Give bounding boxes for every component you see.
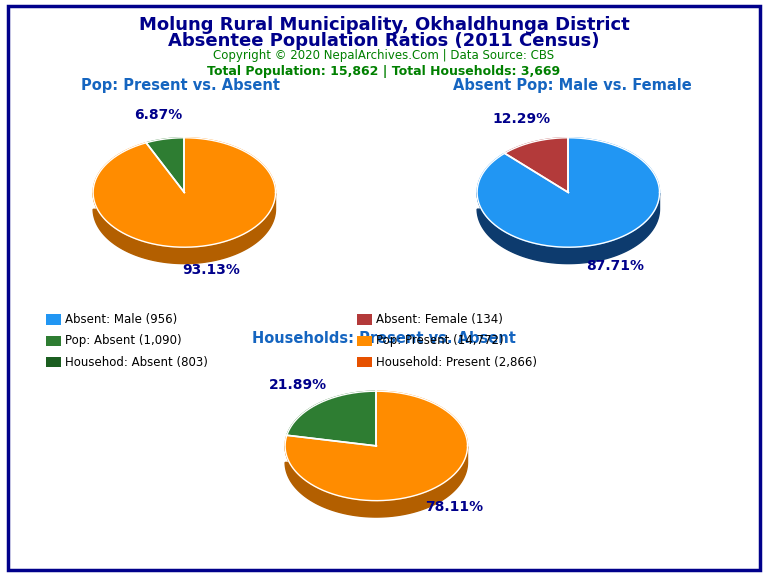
Text: 93.13%: 93.13% xyxy=(182,263,240,277)
Text: Pop: Present (14,772): Pop: Present (14,772) xyxy=(376,335,504,347)
Polygon shape xyxy=(146,138,184,192)
Polygon shape xyxy=(285,446,468,517)
Text: Absentee Population Ratios (2011 Census): Absentee Population Ratios (2011 Census) xyxy=(168,32,600,50)
Text: Pop: Present vs. Absent: Pop: Present vs. Absent xyxy=(81,78,280,93)
Polygon shape xyxy=(93,138,276,247)
Text: 12.29%: 12.29% xyxy=(493,112,551,126)
Polygon shape xyxy=(285,391,468,501)
Text: Pop: Absent (1,090): Pop: Absent (1,090) xyxy=(65,335,182,347)
Text: Households: Present vs. Absent: Households: Present vs. Absent xyxy=(252,331,516,346)
Text: Copyright © 2020 NepalArchives.Com | Data Source: CBS: Copyright © 2020 NepalArchives.Com | Dat… xyxy=(214,49,554,62)
Polygon shape xyxy=(505,138,568,192)
Text: 87.71%: 87.71% xyxy=(586,259,644,273)
Text: 78.11%: 78.11% xyxy=(425,500,484,514)
Text: Total Population: 15,862 | Total Households: 3,669: Total Population: 15,862 | Total Househo… xyxy=(207,65,561,78)
Text: Absent Pop: Male vs. Female: Absent Pop: Male vs. Female xyxy=(453,78,691,93)
Text: Absent: Male (956): Absent: Male (956) xyxy=(65,313,177,326)
Text: 6.87%: 6.87% xyxy=(134,108,182,122)
Text: Household: Present (2,866): Household: Present (2,866) xyxy=(376,356,538,369)
Text: Househod: Absent (803): Househod: Absent (803) xyxy=(65,356,208,369)
Text: Molung Rural Municipality, Okhaldhunga District: Molung Rural Municipality, Okhaldhunga D… xyxy=(139,16,629,34)
Text: Absent: Female (134): Absent: Female (134) xyxy=(376,313,503,326)
Text: 21.89%: 21.89% xyxy=(269,378,327,392)
Polygon shape xyxy=(477,193,660,264)
Polygon shape xyxy=(287,391,376,446)
Polygon shape xyxy=(93,193,276,264)
Polygon shape xyxy=(477,138,660,247)
